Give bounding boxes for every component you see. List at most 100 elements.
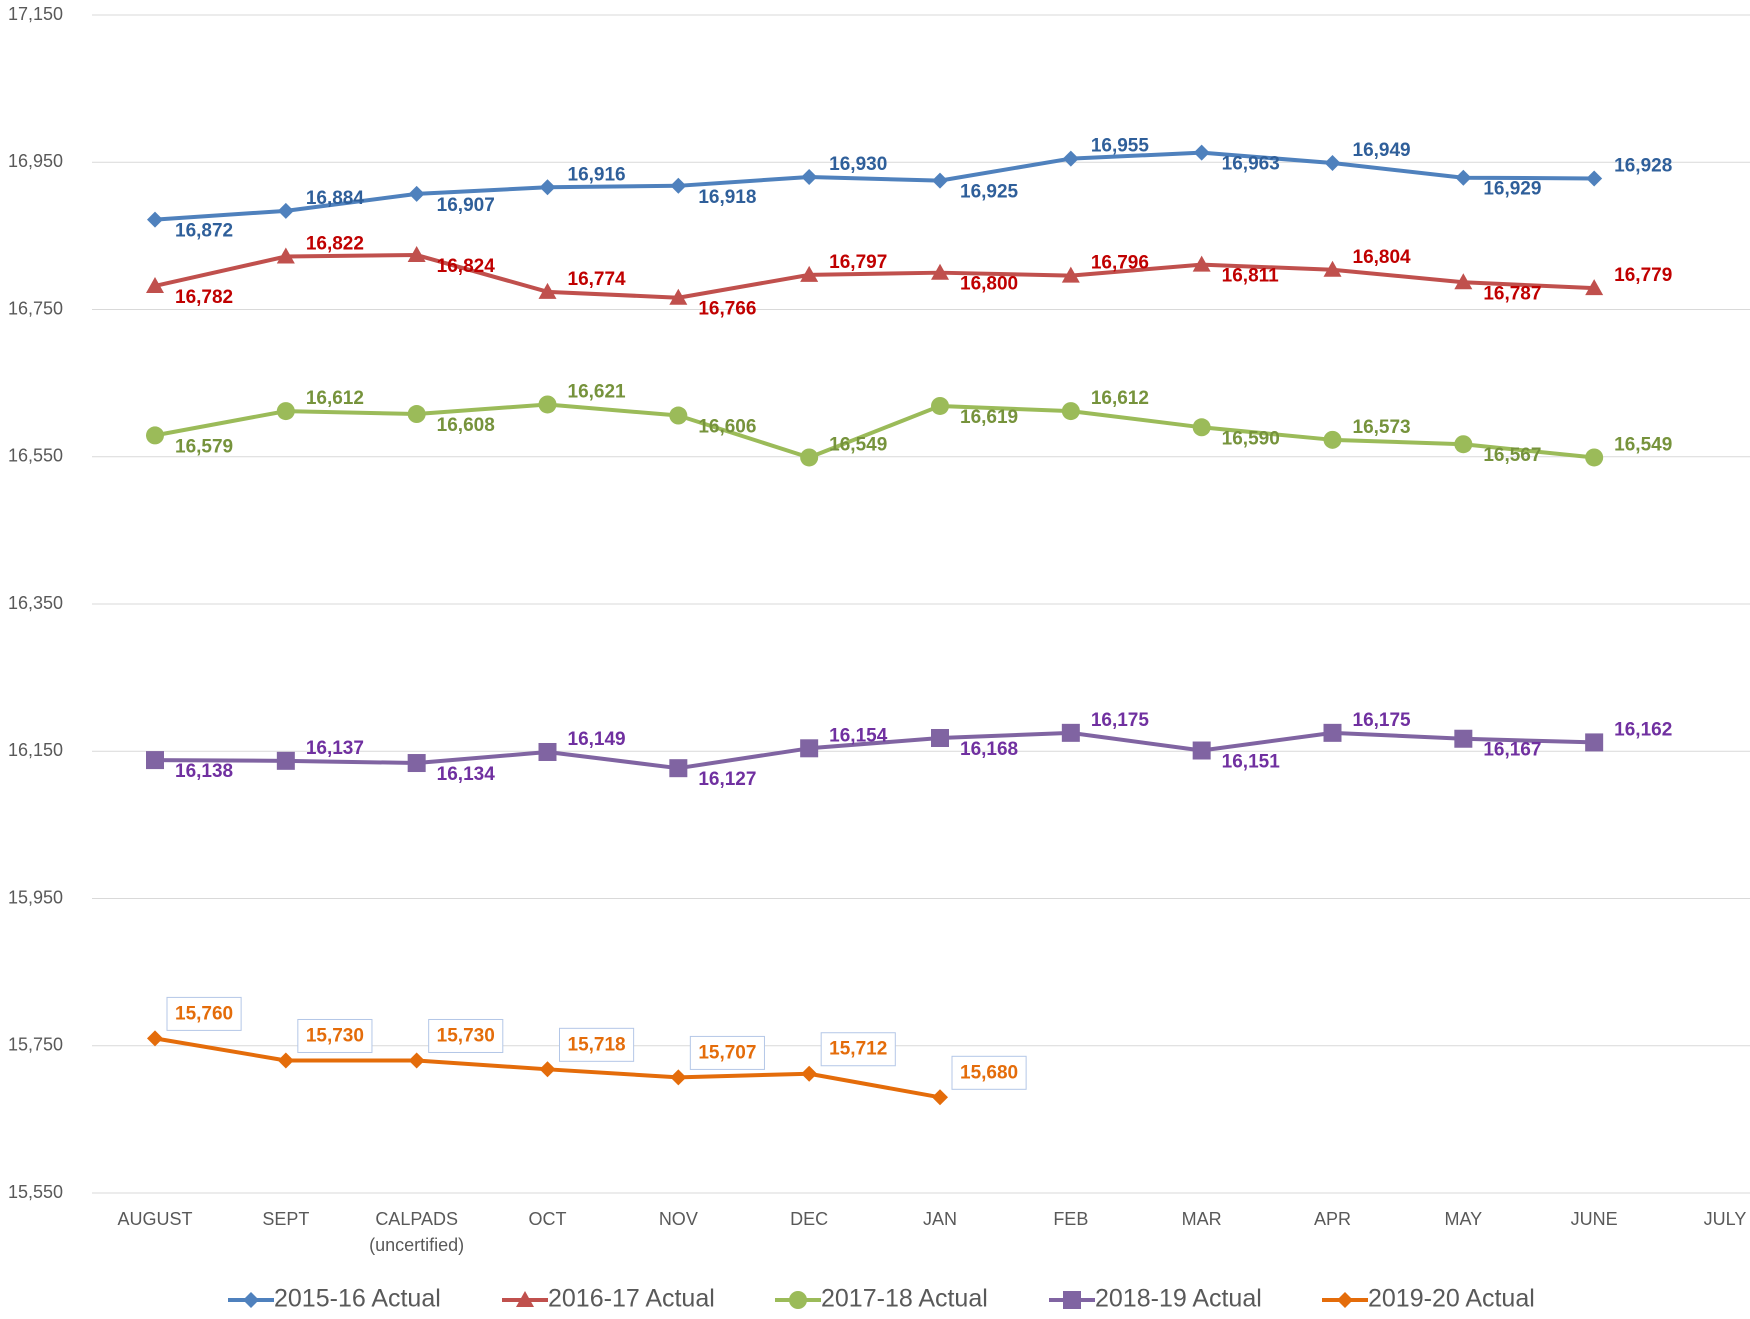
data-point <box>932 172 948 189</box>
data-label: 16,149 <box>568 729 626 750</box>
data-label: 16,796 <box>1091 253 1149 274</box>
data-label: 16,963 <box>1222 154 1280 175</box>
data-point <box>1454 273 1473 290</box>
data-point <box>800 739 819 758</box>
data-label: 16,872 <box>175 221 233 242</box>
data-label: 15,707 <box>698 1042 756 1063</box>
series-line <box>154 730 1595 771</box>
data-label: 16,612 <box>1091 388 1149 409</box>
x-tick-label: SEPT <box>262 1209 309 1229</box>
data-label: 16,918 <box>698 187 756 208</box>
data-point <box>538 282 557 299</box>
data-label: 16,822 <box>306 234 364 255</box>
legend-marker <box>1063 1291 1081 1309</box>
data-label: 16,955 <box>1091 136 1150 157</box>
data-point <box>1323 260 1342 277</box>
data-point <box>1061 723 1080 742</box>
data-point <box>539 1061 556 1078</box>
data-label: 16,800 <box>960 274 1018 295</box>
data-point <box>669 288 688 305</box>
data-label: 16,907 <box>437 195 495 216</box>
data-label: 16,779 <box>1614 265 1672 286</box>
y-tick-label: 16,550 <box>8 446 63 466</box>
data-label: 16,162 <box>1614 719 1672 740</box>
x-tick-label: NOV <box>659 1209 698 1229</box>
data-label: 16,567 <box>1483 445 1541 466</box>
data-point <box>538 742 557 761</box>
legend-label: 2016-17 Actual <box>548 1285 715 1313</box>
data-label: 16,151 <box>1222 752 1281 773</box>
data-label-box <box>820 1032 896 1067</box>
y-tick-label: 15,950 <box>8 887 63 907</box>
data-point <box>539 179 556 196</box>
data-point <box>1586 170 1603 187</box>
data-point <box>1323 723 1342 742</box>
data-label: 16,925 <box>960 182 1019 203</box>
y-tick-label: 16,350 <box>8 593 63 613</box>
legend-label: 2018-19 Actual <box>1095 1285 1262 1313</box>
data-point <box>408 185 425 202</box>
data-point <box>931 728 949 747</box>
x-tick-label: APR <box>1314 1209 1351 1229</box>
data-label: 16,930 <box>829 154 887 175</box>
data-label: 16,797 <box>829 252 887 273</box>
data-point <box>1193 144 1210 161</box>
data-point <box>408 1052 425 1069</box>
legend-marker <box>789 1291 807 1309</box>
legend-label: 2015-16 Actual <box>274 1285 441 1313</box>
data-point <box>146 276 164 293</box>
data-label: 16,774 <box>568 269 627 290</box>
data-label: 16,621 <box>568 381 627 402</box>
x-tick-label: JAN <box>923 1209 957 1229</box>
data-label: 16,175 <box>1353 710 1412 731</box>
data-label: 16,782 <box>175 287 233 308</box>
data-label: 15,760 <box>175 1003 233 1024</box>
data-point <box>146 751 164 770</box>
data-point <box>1455 169 1472 186</box>
data-point <box>669 759 688 778</box>
data-label: 16,549 <box>829 435 887 456</box>
legend-label: 2017-18 Actual <box>821 1285 988 1313</box>
x-tick-label: JULY <box>1704 1209 1747 1229</box>
data-label: 16,549 <box>1614 435 1672 456</box>
data-label: 16,612 <box>306 388 364 409</box>
data-point <box>277 202 294 219</box>
data-label: 16,929 <box>1483 179 1541 200</box>
data-label: 16,137 <box>306 738 364 759</box>
data-point <box>146 426 164 445</box>
data-point <box>1323 430 1342 449</box>
data-label: 16,916 <box>568 164 626 185</box>
data-point <box>800 265 819 282</box>
data-point <box>276 402 295 421</box>
data-point <box>147 211 163 228</box>
data-point <box>670 177 687 194</box>
x-tick-label: FEB <box>1053 1209 1088 1229</box>
data-point <box>801 168 818 185</box>
series-line <box>154 150 1595 222</box>
data-label: 16,175 <box>1091 710 1150 731</box>
legend-marker <box>1337 1292 1353 1308</box>
data-point <box>538 395 557 414</box>
x-tick-label: MAY <box>1444 1209 1482 1229</box>
data-label: 16,590 <box>1222 428 1280 449</box>
data-label: 16,127 <box>698 769 756 790</box>
data-label: 15,680 <box>960 1062 1018 1083</box>
x-tick-line: CALPADS <box>375 1209 458 1229</box>
x-tick-label: CALPADS (uncertified) <box>369 1209 464 1255</box>
y-tick-label: 15,550 <box>8 1182 63 1202</box>
data-point <box>277 1052 294 1069</box>
data-label: 16,154 <box>829 725 888 746</box>
data-label-box <box>166 996 242 1031</box>
data-label: 15,730 <box>437 1025 495 1046</box>
data-point <box>407 246 426 263</box>
x-tick-label: AUGUST <box>117 1209 192 1229</box>
data-point <box>931 396 949 415</box>
data-label-box <box>689 1035 765 1070</box>
data-point <box>1454 435 1473 454</box>
y-tick-label: 16,750 <box>8 298 63 318</box>
data-label: 16,787 <box>1483 283 1541 304</box>
data-point <box>1585 448 1604 467</box>
legend-marker <box>516 1291 534 1307</box>
data-point <box>670 1069 687 1086</box>
